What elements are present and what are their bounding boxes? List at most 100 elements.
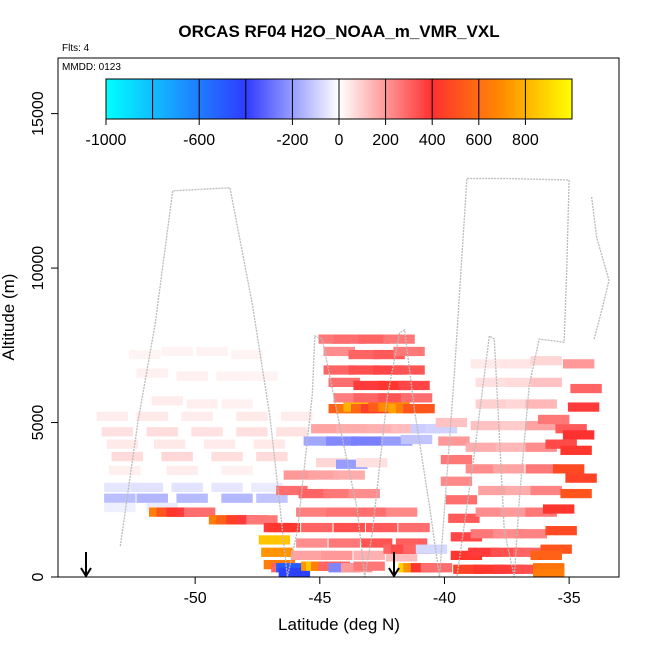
heatmap-cell — [328, 538, 360, 548]
x-tick-label: -35 — [558, 590, 581, 607]
heatmap-cell — [513, 564, 545, 574]
heatmap-cell — [450, 532, 483, 542]
heatmap-cell — [395, 538, 428, 548]
heatmap-cell — [365, 522, 398, 533]
heatmap-cell — [191, 427, 223, 437]
heatmap-cell — [493, 564, 525, 574]
heatmap-cell — [336, 459, 368, 469]
heatmap-cell — [333, 393, 365, 403]
heatmap-cell — [246, 515, 278, 525]
heatmap-cell — [355, 507, 388, 517]
y-tick-label: 5000 — [30, 405, 47, 441]
heatmap-cell — [537, 414, 570, 425]
heatmap-cell — [465, 442, 498, 452]
colorbar-tick-label: 0 — [335, 132, 344, 149]
flight-track — [119, 177, 610, 577]
heatmap-cell — [146, 427, 178, 437]
heatmap-cell — [221, 399, 253, 409]
heatmap-cell — [380, 436, 413, 446]
heatmap-cell — [106, 439, 139, 449]
heatmap-cell — [560, 445, 592, 455]
plot-frame — [57, 57, 620, 578]
date-note: MMDD: 0123 — [62, 62, 121, 73]
heatmap-cell — [151, 396, 183, 406]
heatmap-cell — [153, 439, 186, 449]
heatmap-cell — [355, 458, 388, 468]
heatmap-cell — [221, 465, 253, 476]
heatmap-cell — [276, 427, 308, 437]
heatmap-cell — [251, 482, 283, 493]
heatmap-cell — [101, 427, 134, 437]
heatmap-cell — [365, 424, 398, 434]
heatmap-cell — [333, 522, 365, 533]
heatmap-cell — [513, 547, 545, 557]
heatmap-cell — [196, 346, 228, 357]
heatmap-cell — [181, 411, 213, 421]
heatmap-cell — [333, 470, 365, 480]
heatmap-cell — [373, 365, 405, 375]
heatmap-cell — [323, 365, 355, 375]
heatmap-cell — [236, 427, 268, 437]
heatmap-cell — [276, 485, 308, 496]
heatmap-cell — [308, 470, 340, 480]
heatmap-cell — [261, 547, 293, 557]
heatmap-cell — [515, 529, 547, 539]
heatmap-cell — [216, 371, 248, 381]
heatmap-cell — [183, 507, 216, 517]
chart-title: ORCAS RF04 H2O_NOAA_m_VMR_VXL — [178, 22, 499, 41]
heatmap-cell — [562, 359, 595, 369]
heatmap-cell — [435, 417, 468, 428]
heatmap-cell — [567, 402, 600, 412]
heatmap-cell — [525, 507, 557, 517]
heatmap-cell — [353, 561, 385, 571]
y-tick-label: 15000 — [30, 91, 47, 136]
heatmap-cell — [453, 564, 485, 574]
heatmap-cell — [104, 502, 136, 513]
x-tick-label: -50 — [184, 590, 207, 607]
heatmap-cell — [129, 349, 161, 360]
heatmap-cell — [525, 399, 557, 409]
heatmap-cell — [415, 544, 448, 554]
heatmap-cell — [166, 465, 198, 476]
heatmap-cell — [268, 522, 301, 533]
heatmap-cell — [542, 504, 575, 514]
heatmap-cell — [328, 377, 360, 388]
heatmap-cell — [378, 393, 410, 403]
heatmap-cell — [348, 349, 380, 360]
heatmap-cell — [468, 547, 500, 557]
heatmap-cell — [256, 451, 288, 462]
heatmap-cell — [390, 424, 423, 434]
heatmap-cell — [420, 563, 453, 573]
heatmap-cell — [383, 334, 415, 344]
heatmap-cell — [348, 365, 380, 375]
heatmap-cell — [448, 513, 480, 523]
heatmap-cell — [283, 470, 316, 480]
heatmap-cell — [373, 349, 405, 360]
heatmap-cell — [500, 507, 532, 517]
heatmap-cell — [473, 564, 505, 574]
heatmap-cell — [400, 393, 433, 403]
heatmap-cell — [109, 465, 141, 476]
heatmap-cell — [104, 482, 136, 493]
heatmap-cell — [161, 346, 193, 357]
heatmap-cell — [176, 493, 208, 503]
heatmap-cell — [316, 458, 348, 468]
heatmap-cell — [246, 371, 278, 381]
heatmap-cell — [350, 436, 383, 446]
heatmap-cell — [525, 442, 557, 452]
heatmap-cell — [530, 550, 562, 561]
heatmap-cell — [440, 454, 473, 465]
heatmap-cell — [532, 563, 565, 573]
heatmap-cell — [562, 430, 595, 440]
heatmap-cell — [500, 359, 532, 369]
heatmap-cell — [136, 411, 168, 421]
heatmap-cell — [231, 349, 263, 360]
x-tick-label: -45 — [308, 590, 331, 607]
colorbar-tick-label: 200 — [372, 132, 399, 149]
heatmap-cell — [530, 377, 562, 388]
heatmap-cell — [281, 411, 313, 421]
y-axis-title: Altitude (m) — [0, 274, 18, 361]
x-tick-label: -40 — [433, 590, 456, 607]
heatmap-cell — [323, 346, 355, 357]
